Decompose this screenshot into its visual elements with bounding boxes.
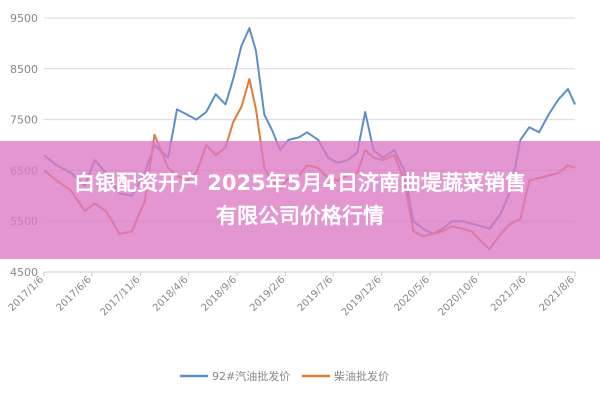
y-tick-label: 4500 (10, 266, 38, 279)
x-tick-label: 2019/2/6 (248, 274, 288, 314)
y-tick-label: 8500 (10, 63, 38, 76)
x-tick-labels: 2017/1/6 2017/6/6 2017/11/6 2018/4/6 2018/9/… (7, 274, 578, 318)
axes (43, 271, 576, 276)
x-tick-label: 2019/7/6 (296, 274, 336, 314)
x-tick-label: 2017/1/6 (7, 274, 47, 314)
overlay-title-line-1: 白银配资开户 2025年5月4日济南曲堤蔬菜销售 (74, 171, 526, 195)
x-tick-label: 2017/6/6 (55, 274, 95, 314)
legend-label-gasoline: 92#汽油批发价 (212, 369, 290, 383)
x-tick-label: 2019/12/6 (340, 274, 384, 318)
x-tick-label: 2021/8/6 (538, 274, 578, 314)
x-tick-label: 2020/10/6 (437, 274, 481, 318)
title-overlay-banner: 白银配资开户 2025年5月4日济南曲堤蔬菜销售 有限公司价格行情 (0, 141, 600, 259)
x-tick-label: 2020/5/6 (393, 274, 433, 314)
y-tick-label: 7500 (10, 114, 38, 127)
x-tick-label: 2021/3/6 (489, 274, 529, 314)
x-tick-label: 2018/4/6 (151, 274, 191, 314)
legend-label-diesel: 柴油批发价 (334, 369, 389, 383)
legend: 92#汽油批发价 柴油批发价 (180, 369, 389, 383)
x-tick-label: 2018/9/6 (200, 274, 240, 314)
y-tick-label: 9500 (10, 12, 38, 25)
x-tick-label: 2017/11/6 (99, 274, 143, 318)
overlay-title-line-2: 有限公司价格行情 (216, 204, 384, 228)
